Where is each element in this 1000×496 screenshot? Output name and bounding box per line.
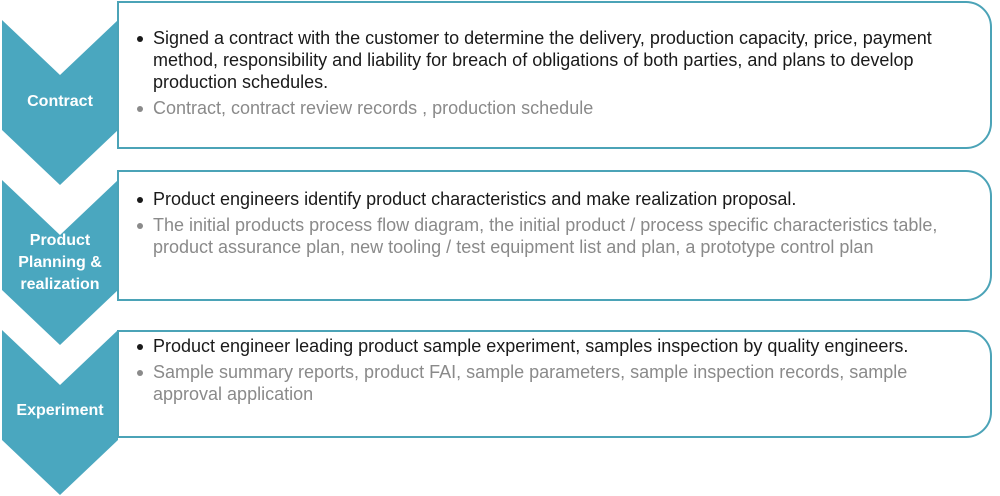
sub-bullet: Contract, contract review records , prod… [135,97,976,119]
main-bullet: Product engineer leading product sample … [135,335,976,357]
experiment-details-box: Product engineer leading product sample … [117,330,992,438]
chevron-arrow-icon [2,20,118,185]
planning-details-box: Product engineers identify product chara… [117,170,992,301]
contract-details-box: Signed a contract with the customer to d… [117,1,992,149]
chevron-arrow-icon [2,330,118,495]
step-label: Contract [27,93,93,110]
step-label: Experiment [16,402,104,419]
main-bullet: Product engineers identify product chara… [135,188,976,210]
chevron-arrow-icon [2,180,118,345]
sub-bullet: The initial products process flow diagra… [135,214,976,258]
chevron-contract: Contract [2,20,118,185]
step-label: Product Planning & realization [18,232,102,293]
main-bullet: Signed a contract with the customer to d… [135,27,976,93]
chevron-planning: Product Planning & realization [2,180,118,345]
chevron-experiment: Experiment [2,330,118,495]
sub-bullet: Sample summary reports, product FAI, sam… [135,361,976,405]
